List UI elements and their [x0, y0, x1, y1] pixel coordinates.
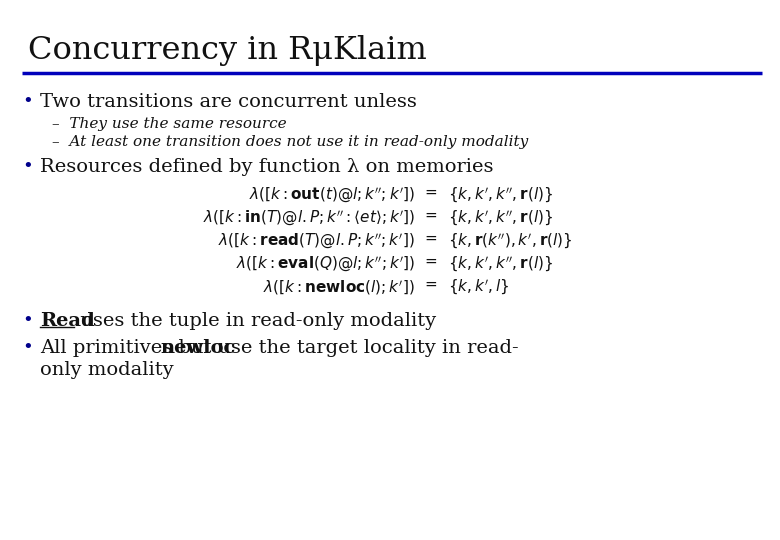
Text: Read: Read [40, 312, 94, 330]
Text: •: • [22, 158, 33, 176]
Text: $\lambda([k : \mathbf{out}(t)@l; k''; k'])$: $\lambda([k : \mathbf{out}(t)@l; k''; k'… [249, 186, 415, 205]
Text: $\lambda([k : \mathbf{newloc}(l); k'])$: $\lambda([k : \mathbf{newloc}(l); k'])$ [264, 278, 415, 296]
Text: $=$: $=$ [422, 231, 438, 245]
Text: Resources defined by function λ on memories: Resources defined by function λ on memor… [40, 158, 494, 176]
Text: only modality: only modality [40, 361, 174, 379]
Text: Concurrency in RμKlaim: Concurrency in RμKlaim [28, 35, 427, 66]
Text: $\{k, k', k'', \mathbf{r}(l)\}$: $\{k, k', k'', \mathbf{r}(l)\}$ [448, 209, 553, 228]
Text: •: • [22, 93, 33, 111]
Text: $=$: $=$ [422, 254, 438, 268]
Text: •: • [22, 339, 33, 357]
Text: $=$: $=$ [422, 208, 438, 222]
Text: –  They use the same resource: – They use the same resource [52, 117, 286, 131]
Text: $=$: $=$ [422, 185, 438, 199]
Text: Two transitions are concurrent unless: Two transitions are concurrent unless [40, 93, 417, 111]
Text: $\lambda([k : \mathbf{eval}(Q)@l; k''; k'])$: $\lambda([k : \mathbf{eval}(Q)@l; k''; k… [236, 255, 415, 274]
Text: use the target locality in read-: use the target locality in read- [212, 339, 519, 357]
Text: $\{k, \mathbf{r}(k''), k', \mathbf{r}(l)\}$: $\{k, \mathbf{r}(k''), k', \mathbf{r}(l)… [448, 232, 573, 251]
Text: uses the tuple in read-only modality: uses the tuple in read-only modality [74, 312, 436, 330]
Text: –  At least one transition does not use it in read-only modality: – At least one transition does not use i… [52, 135, 528, 149]
Text: All primitives but: All primitives but [40, 339, 218, 357]
Text: $\lambda([k : \mathbf{in}(T)@l.P; k'' : \langle et\rangle; k'])$: $\lambda([k : \mathbf{in}(T)@l.P; k'' : … [203, 209, 415, 228]
Text: •: • [22, 312, 33, 330]
Text: newloc: newloc [160, 339, 236, 357]
Text: $\{k, k', k'', \mathbf{r}(l)\}$: $\{k, k', k'', \mathbf{r}(l)\}$ [448, 255, 553, 274]
Text: $=$: $=$ [422, 277, 438, 291]
Text: $\{k, k', k'', \mathbf{r}(l)\}$: $\{k, k', k'', \mathbf{r}(l)\}$ [448, 186, 553, 205]
Text: $\lambda([k : \mathbf{read}(T)@l.P; k''; k'])$: $\lambda([k : \mathbf{read}(T)@l.P; k'';… [218, 232, 415, 251]
Text: $\{k, k', l\}$: $\{k, k', l\}$ [448, 278, 509, 297]
